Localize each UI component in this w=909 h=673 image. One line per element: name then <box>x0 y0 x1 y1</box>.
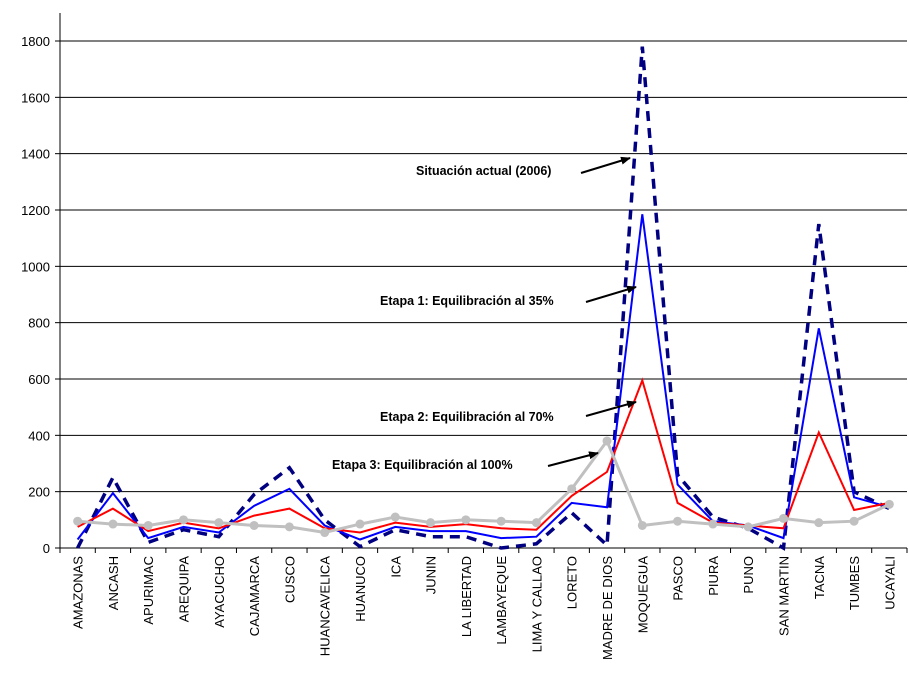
y-axis-ticks: 0 200 400 600 800 1000 1200 1400 1600 1800 <box>21 34 60 556</box>
series-point <box>461 515 471 525</box>
series-point <box>426 518 436 528</box>
x-tick-label: MOQUEGUA <box>635 556 650 634</box>
annotation-etapa-1: Etapa 1: Equilibración al 35% <box>380 294 554 308</box>
x-tick-label: AMAZONAS <box>71 556 86 629</box>
series-point <box>743 522 753 532</box>
series-point <box>214 518 224 528</box>
annotation-etapa-2: Etapa 2: Equilibración al 70% <box>380 410 554 424</box>
x-tick-label: CAJAMARCA <box>247 556 262 637</box>
x-tick-label: PUNO <box>741 556 756 594</box>
gridlines <box>60 40 907 493</box>
series-point <box>602 436 612 446</box>
y-tick-label: 400 <box>28 428 50 443</box>
series-point <box>390 512 400 522</box>
x-tick-label: SAN MARTIN <box>776 556 791 636</box>
x-tick-label: HUANUCO <box>353 556 368 622</box>
x-tick-label: TUMBES <box>847 556 862 611</box>
x-tick-label: ANCASH <box>106 556 121 610</box>
x-tick-label: LORETO <box>565 556 580 609</box>
x-tick-label: PIURA <box>706 556 721 596</box>
y-tick-label: 1000 <box>21 259 50 274</box>
annotation-etapa-3: Etapa 3: Equilibración al 100% <box>332 458 513 472</box>
series-point <box>73 516 83 526</box>
series-point <box>496 516 506 526</box>
x-tick-label: ICA <box>388 556 403 578</box>
series-point <box>637 520 647 530</box>
x-tick-label: AYACUCHO <box>212 556 227 628</box>
series-point <box>884 499 894 509</box>
series-point <box>673 516 683 526</box>
y-tick-label: 0 <box>43 541 50 556</box>
series-point <box>179 515 189 525</box>
x-tick-label: AREQUIPA <box>177 556 192 623</box>
x-tick-label: HUANCAVELICA <box>318 556 333 657</box>
series-point <box>567 484 577 494</box>
series-point <box>778 513 788 523</box>
series-point <box>849 516 859 526</box>
x-tick-label: LA LIBERTAD <box>459 556 474 637</box>
series-point <box>708 519 718 529</box>
annotation-arrow-etapa-2 <box>585 400 637 417</box>
series-point <box>284 522 294 532</box>
y-tick-label: 1200 <box>21 203 50 218</box>
annotation-arrow-etapa-3 <box>547 451 599 467</box>
y-tick-label: 1600 <box>21 90 50 105</box>
y-tick-label: 200 <box>28 485 50 500</box>
series-point <box>108 519 118 529</box>
annotation-situacion-actual: Situación actual (2006) <box>416 164 551 178</box>
x-axis-ticks: AMAZONAS ANCASH APURIMAC AREQUIPA AYACUCHO CA… <box>59 548 908 660</box>
series-line-4 <box>77 437 891 535</box>
series-point <box>249 520 259 530</box>
series-line-3 <box>77 377 890 534</box>
x-tick-label: LIMA Y CALLAO <box>529 556 544 652</box>
annotations: Situación actual (2006) Etapa 1: Equilib… <box>332 156 637 472</box>
x-tick-label: APURIMAC <box>141 556 156 625</box>
x-tick-label: TACNA <box>812 556 827 599</box>
series-group <box>73 46 894 551</box>
x-tick-label: MADRE DE DIOS <box>600 556 615 660</box>
series-line-1 <box>76 46 891 551</box>
annotation-arrow-etapa-1 <box>585 285 637 303</box>
x-tick-label: LAMBAYEQUE <box>494 556 509 645</box>
series-point <box>143 520 153 530</box>
x-tick-label: JUNIN <box>424 556 439 594</box>
annotation-arrow-situacion-actual <box>580 156 631 174</box>
x-tick-label: UCAYALI <box>882 556 897 610</box>
y-tick-label: 600 <box>28 372 50 387</box>
y-tick-label: 1800 <box>21 34 50 49</box>
y-tick-label: 800 <box>28 316 50 331</box>
series-point <box>531 518 541 528</box>
x-tick-label: PASCO <box>671 556 686 601</box>
series-point <box>355 519 365 529</box>
y-tick-label: 1400 <box>21 147 50 162</box>
series-point <box>814 518 824 528</box>
x-tick-label: CUSCO <box>282 556 297 603</box>
series-line-2 <box>76 214 890 541</box>
series-point <box>320 528 330 538</box>
